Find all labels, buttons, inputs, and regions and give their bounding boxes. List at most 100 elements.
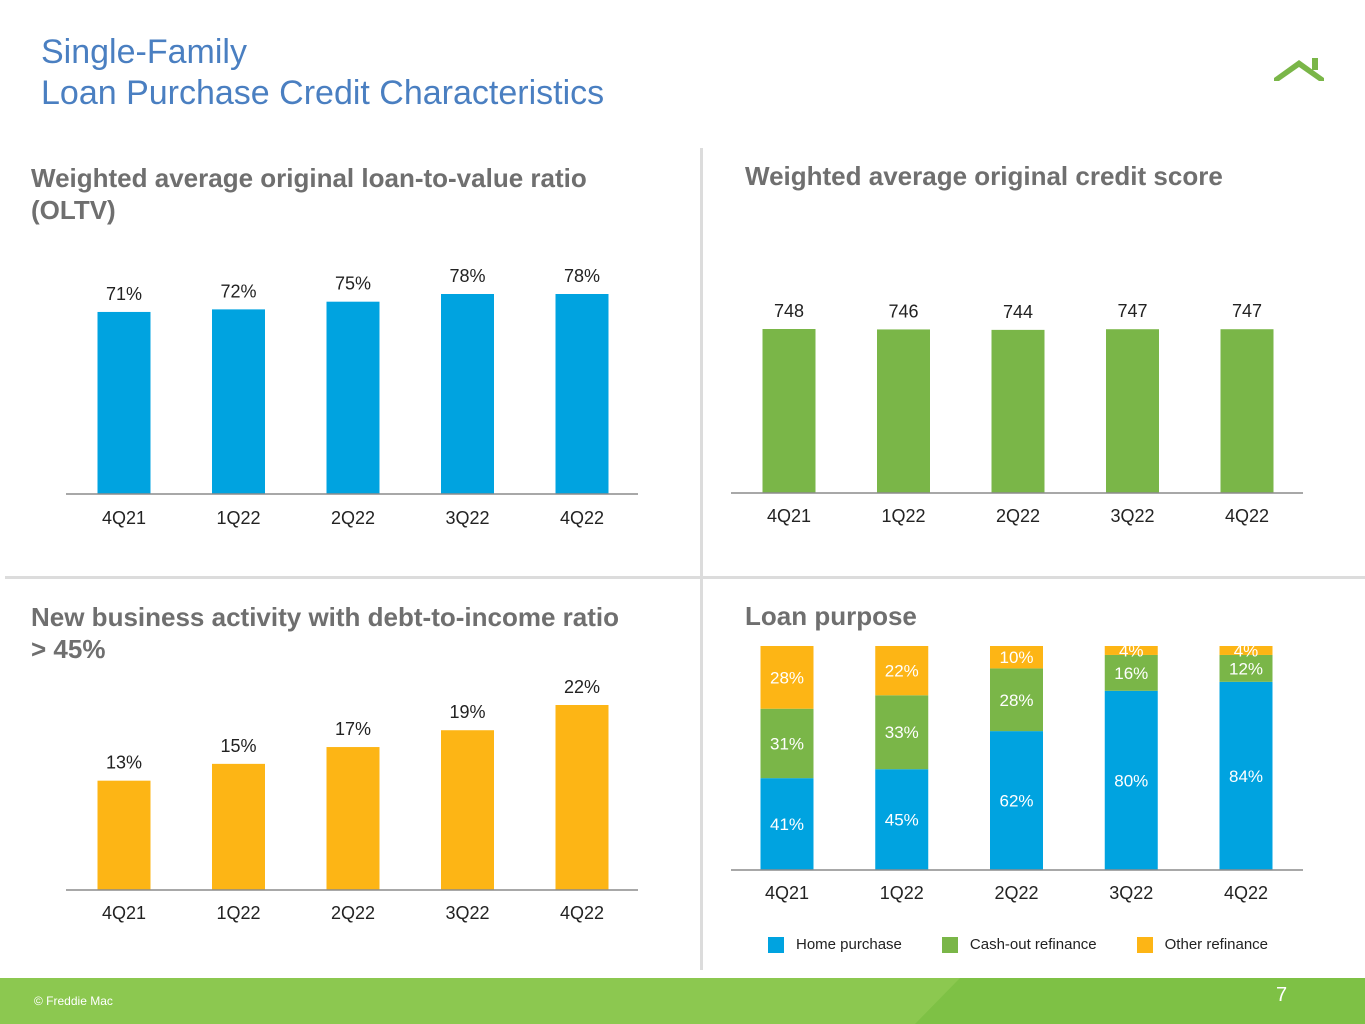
bar-segment-home-purchase-4Q21 [760, 778, 814, 870]
x-tick-label-4Q22: 4Q22 [1224, 883, 1268, 903]
bar-segment-other-refinance-2Q22 [990, 646, 1043, 669]
x-tick-label-4Q22: 4Q22 [1225, 506, 1269, 526]
purpose-section-title: Loan purpose [745, 601, 917, 631]
x-tick-label-3Q22: 3Q22 [445, 508, 489, 528]
data-label-cash-out-refinance-3Q22: 16% [1114, 664, 1148, 683]
x-tick-label-2Q22: 2Q22 [331, 508, 375, 528]
bar-4Q21 [97, 780, 151, 890]
x-tick-label-4Q21: 4Q21 [767, 506, 811, 526]
bar-segment-home-purchase-3Q22 [1104, 690, 1158, 870]
legend-label-cash-out-refinance: Cash-out refinance [969, 936, 1097, 953]
data-label-2Q22: 75% [335, 274, 371, 294]
x-tick-label-4Q21: 4Q21 [765, 883, 809, 903]
legend-swatch-home-purchase [768, 936, 784, 953]
legend-swatch-cash-out-refinance [941, 936, 958, 953]
page-title: Single-Family Loan Purchase Credit Chara… [41, 32, 604, 114]
data-label-2Q22: 744 [1003, 302, 1033, 322]
vertical-divider [700, 148, 703, 970]
data-label-1Q22: 72% [220, 281, 256, 301]
bar-segment-other-refinance-1Q22 [875, 646, 929, 696]
x-tick-label-2Q22: 2Q22 [994, 883, 1038, 903]
data-label-home-purchase-1Q22: 45% [885, 811, 919, 830]
bar-segment-cash-out-refinance-4Q22 [1219, 654, 1273, 682]
x-tick-label-4Q21: 4Q21 [102, 903, 146, 923]
legend-item-home-purchase: Home purchase [768, 936, 902, 953]
credit-score-chart: 748 4Q21 746 1Q22 744 2Q22 747 3Q22 747 4Q22 [731, 301, 1303, 526]
data-label-3Q22: 19% [449, 702, 485, 722]
data-label-other-refinance-2Q22: 10% [999, 648, 1033, 667]
horizontal-divider [5, 576, 1365, 579]
data-label-other-refinance-4Q22: 4% [1234, 641, 1259, 660]
data-label-4Q22: 78% [564, 266, 600, 286]
x-tick-label-1Q22: 1Q22 [216, 508, 260, 528]
bar-4Q22 [555, 705, 609, 890]
data-label-other-refinance-4Q21: 28% [770, 668, 804, 687]
data-label-cash-out-refinance-4Q22: 12% [1229, 659, 1263, 678]
bar-4Q21 [97, 311, 151, 494]
legend-label-other-refinance: Other refinance [1164, 936, 1269, 953]
x-tick-label-1Q22: 1Q22 [880, 883, 924, 903]
x-tick-label-4Q22: 4Q22 [560, 508, 604, 528]
data-label-3Q22: 747 [1117, 301, 1147, 321]
house-logo-icon [1274, 58, 1324, 81]
bar-segment-other-refinance-4Q21 [760, 646, 814, 709]
data-label-4Q22: 22% [564, 677, 600, 697]
bar-segment-other-refinance-4Q22 [1219, 646, 1273, 655]
bar-segment-cash-out-refinance-4Q21 [760, 708, 814, 779]
data-label-home-purchase-3Q22: 80% [1114, 771, 1148, 790]
bar-3Q22 [1106, 329, 1159, 493]
data-label-cash-out-refinance-1Q22: 33% [885, 723, 919, 742]
bar-segment-cash-out-refinance-3Q22 [1104, 654, 1158, 691]
data-label-3Q22: 78% [449, 266, 485, 286]
data-label-cash-out-refinance-4Q21: 31% [770, 734, 804, 753]
page-title-line2: Loan Purchase Credit Characteristics [41, 74, 605, 112]
dti-section-title: New business activity with debt-to-incom… [31, 602, 619, 664]
legend-label-home-purchase: Home purchase [796, 936, 902, 953]
x-tick-label-2Q22: 2Q22 [331, 903, 375, 923]
data-label-1Q22: 15% [220, 736, 256, 756]
bar-1Q22 [212, 309, 265, 494]
data-label-1Q22: 746 [888, 301, 918, 321]
data-label-home-purchase-2Q22: 62% [999, 792, 1033, 811]
x-tick-label-3Q22: 3Q22 [445, 903, 489, 923]
bar-1Q22 [877, 329, 930, 493]
loan-purpose-legend: Home purchase Cash-out refinance Other r… [768, 936, 1268, 953]
footer-accent-band [915, 978, 1365, 1024]
data-label-4Q21: 71% [106, 284, 142, 304]
data-label-home-purchase-4Q22: 84% [1229, 767, 1263, 786]
data-label-4Q21: 13% [106, 753, 142, 773]
bar-3Q22 [441, 730, 494, 890]
loan-purpose-chart: 41% 31% 28% 4Q21 45% 33% 22% 1Q22 62% 28% 10% 2Q22 8… [731, 641, 1303, 903]
bar-segment-cash-out-refinance-1Q22 [875, 695, 929, 770]
bar-2Q22 [326, 747, 380, 890]
data-label-other-refinance-1Q22: 22% [885, 662, 919, 681]
legend-item-cash-out-refinance: Cash-out refinance [941, 936, 1097, 953]
page-title-line1: Single-Family [41, 33, 247, 71]
data-label-4Q21: 748 [774, 301, 804, 321]
oltv-section-title: Weighted average original loan-to-value … [31, 163, 587, 225]
footer-bar: © Freddie Mac 7 [0, 978, 1365, 1024]
oltv-chart: 71% 4Q21 72% 1Q22 75% 2Q22 78% 3Q22 78% 4Q22 [66, 266, 638, 528]
x-tick-label-1Q22: 1Q22 [216, 903, 260, 923]
dti-chart: 13% 4Q21 15% 1Q22 17% 2Q22 19% 3Q22 22% 4Q22 [66, 677, 638, 923]
legend-item-other-refinance: Other refinance [1136, 936, 1269, 953]
x-tick-label-3Q22: 3Q22 [1109, 883, 1153, 903]
bar-segment-home-purchase-1Q22 [875, 769, 929, 870]
copyright-text: © Freddie Mac [34, 994, 113, 1008]
x-tick-label-2Q22: 2Q22 [996, 506, 1040, 526]
x-tick-label-3Q22: 3Q22 [1110, 506, 1154, 526]
bar-segment-home-purchase-2Q22 [990, 731, 1043, 870]
data-label-2Q22: 17% [335, 719, 371, 739]
data-label-4Q22: 747 [1232, 301, 1262, 321]
bar-2Q22 [326, 301, 380, 494]
x-tick-label-1Q22: 1Q22 [881, 506, 925, 526]
bar-4Q21 [762, 329, 816, 493]
credit-section-title: Weighted average original credit score [745, 161, 1223, 191]
bar-segment-home-purchase-4Q22 [1219, 681, 1273, 870]
page-number: 7 [1276, 984, 1288, 1006]
bar-2Q22 [991, 329, 1045, 493]
x-tick-label-4Q21: 4Q21 [102, 508, 146, 528]
bar-segment-cash-out-refinance-2Q22 [990, 668, 1043, 732]
x-tick-label-4Q22: 4Q22 [560, 903, 604, 923]
bar-4Q22 [555, 294, 609, 494]
